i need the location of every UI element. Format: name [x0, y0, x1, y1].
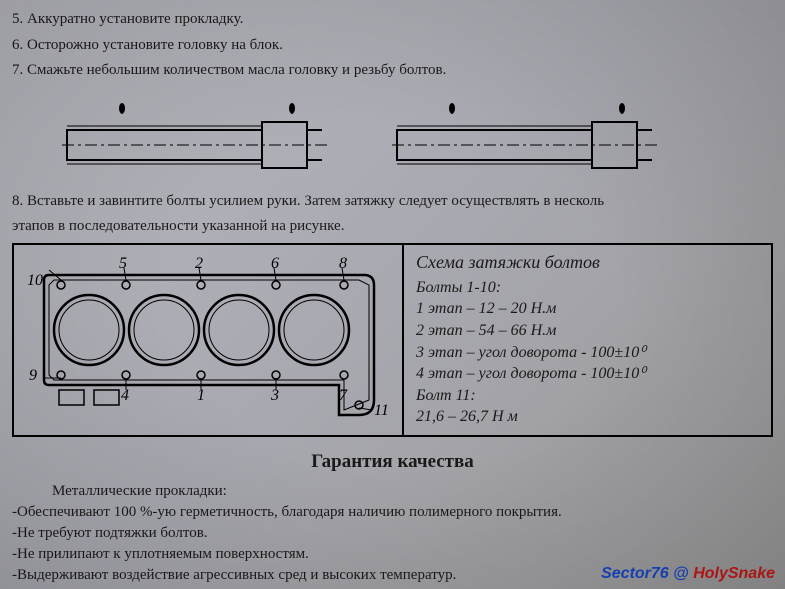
warranty-title: Гарантия качества	[12, 451, 773, 473]
svg-text:8: 8	[339, 255, 347, 272]
instruction-5: 5. Аккуратно установите прокладку.	[12, 8, 773, 31]
svg-text:10: 10	[27, 272, 43, 289]
svg-text:11: 11	[374, 402, 389, 419]
gasket-diagram-cell: 10 5 2 6 8 9 4 1 3 7 11	[14, 245, 404, 435]
instruction-7: 7. Смажьте небольшим количеством масла г…	[12, 59, 773, 82]
torque-bolt-11: Болт 11:	[416, 385, 759, 407]
torque-stage-1: 1 этап – 12 – 20 Н.м	[416, 298, 759, 320]
torque-stage-2: 2 этап – 54 – 66 Н.м	[416, 320, 759, 342]
instruction-8: 8. Вставьте и завинтите болты усилием ру…	[12, 190, 773, 213]
instruction-list: 5. Аккуратно установите прокладку. 6. Ос…	[12, 8, 773, 82]
instruction-8-block: 8. Вставьте и завинтите болты усилием ру…	[12, 190, 773, 238]
svg-text:9: 9	[29, 367, 37, 384]
instruction-6: 6. Осторожно установите головку на блок.	[12, 34, 773, 57]
bolt-diagram-left	[62, 100, 332, 175]
torque-stage-4: 4 этап – угол доворота - 100±10⁰	[416, 363, 759, 385]
instruction-8b: этапов в последовательности указанной на…	[12, 215, 773, 238]
svg-text:6: 6	[271, 255, 279, 272]
warranty-bullet-3: -Не прилипают к уплотняемым поверхностям…	[12, 544, 773, 565]
torque-table: 10 5 2 6 8 9 4 1 3 7 11 Схема затяжки бо…	[12, 243, 773, 437]
warranty-intro: Металлические прокладки:	[12, 481, 773, 502]
watermark-mid: @	[669, 565, 694, 582]
bolt-oil-diagrams	[12, 85, 773, 190]
torque-stage-3: 3 этап – угол доворота - 100±10⁰	[416, 342, 759, 364]
svg-text:3: 3	[270, 387, 279, 404]
bolt-diagram-right	[392, 100, 662, 175]
torque-bolts-range: Болты 1-10:	[416, 277, 759, 299]
torque-bolt-11-value: 21,6 – 26,7 Н м	[416, 406, 759, 428]
warranty-bullet-1: -Обеспечивают 100 %-ую герметичность, бл…	[12, 502, 773, 523]
watermark-left: Sector76	[601, 565, 669, 582]
svg-text:5: 5	[119, 255, 127, 272]
torque-title: Схема затяжки болтов	[416, 250, 759, 274]
svg-text:4: 4	[121, 387, 129, 404]
torque-spec-cell: Схема затяжки болтов Болты 1-10: 1 этап …	[404, 245, 771, 435]
watermark-right: HolySnake	[693, 565, 775, 582]
gasket-diagram: 10 5 2 6 8 9 4 1 3 7 11	[19, 250, 399, 425]
warranty-bullet-2: -Не требуют подтяжки болтов.	[12, 523, 773, 544]
watermark: Sector76 @ HolySnake	[601, 565, 775, 583]
svg-text:7: 7	[339, 387, 348, 404]
